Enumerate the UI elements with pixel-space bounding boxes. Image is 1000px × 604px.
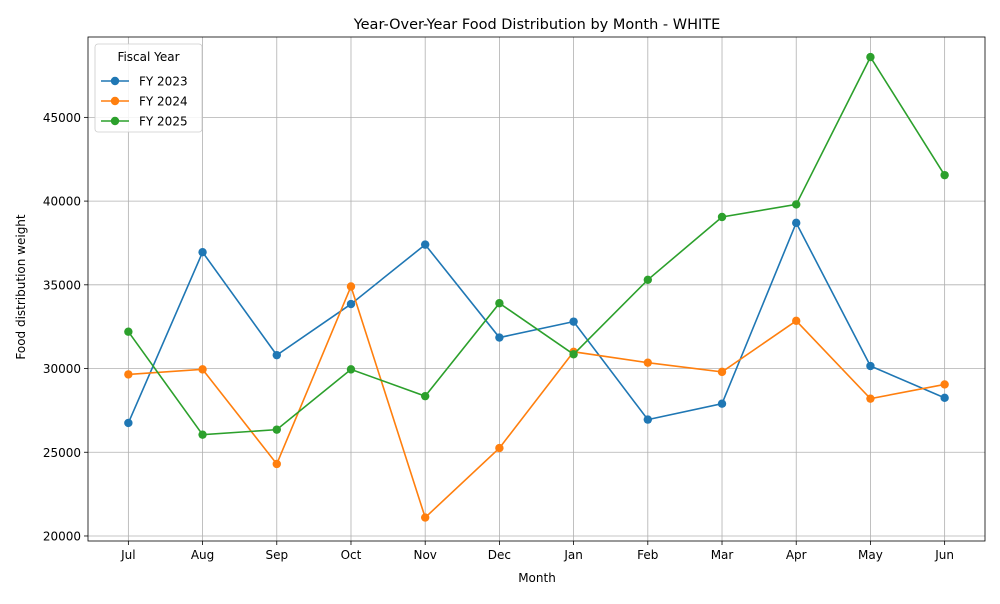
x-tick-label: Jan [563, 548, 583, 562]
x-tick-label: Jun [934, 548, 954, 562]
data-point [495, 443, 504, 453]
x-tick-label: Sep [265, 548, 288, 562]
y-tick-label: 25000 [43, 446, 81, 460]
data-point [272, 459, 281, 469]
y-tick-label: 35000 [43, 278, 81, 292]
data-point [643, 358, 653, 367]
series-line [127, 55, 946, 436]
data-point [717, 212, 727, 222]
data-point [643, 415, 653, 424]
data-point [866, 361, 875, 371]
legend: Fiscal Year FY 2023 FY 2024 FY 2025 [94, 43, 203, 133]
legend-label: FY 2024 [139, 95, 188, 109]
series-fy-2025 [124, 52, 949, 439]
series-line [128, 284, 945, 520]
data-point [346, 282, 356, 291]
data-point [124, 418, 133, 428]
data-point [940, 170, 949, 180]
data-point [940, 380, 949, 389]
data-point [495, 333, 504, 342]
x-tick-label: Oct [341, 548, 362, 562]
legend-marker [110, 76, 120, 86]
y-tick-label: 20000 [43, 529, 81, 543]
data-point [866, 52, 875, 62]
data-point [792, 218, 801, 228]
series-line [127, 220, 945, 424]
data-point [643, 275, 653, 284]
x-tick-label: Mar [711, 548, 734, 562]
data-point [272, 425, 281, 434]
legend-marker [110, 96, 120, 106]
x-tick-label: Aug [191, 548, 214, 562]
series-fy-2024 [124, 282, 949, 522]
data-point [124, 370, 133, 379]
data-point [866, 394, 875, 403]
data-point [792, 316, 801, 326]
x-tick-label: Nov [413, 548, 436, 562]
y-tick-label: 45000 [43, 111, 81, 125]
data-point [495, 299, 504, 308]
data-point [792, 200, 801, 209]
data-point [198, 430, 207, 439]
series-fy-2023 [124, 218, 949, 428]
grid [88, 37, 985, 541]
x-tick-label: May [858, 548, 883, 562]
legend-marker [110, 116, 120, 126]
data-point [420, 240, 430, 249]
data-point [272, 350, 281, 360]
legend-item: FY 2025 [101, 115, 188, 129]
data-point [198, 247, 207, 257]
axes: Jul Aug Sep Oct Nov Dec Jan Feb Mar Apr May Jun 2000… [43, 36, 986, 562]
x-axis-label: Month [518, 571, 556, 585]
y-tick-label: 30000 [43, 362, 81, 376]
data-point [717, 367, 727, 377]
x-tick-label: Apr [786, 548, 807, 562]
series-lines [124, 52, 949, 522]
y-axis-label: Food distribution weight [14, 214, 28, 360]
data-point [717, 399, 727, 408]
data-point [569, 317, 578, 326]
x-tick-label: Feb [637, 548, 658, 562]
x-tick-label: Dec [488, 548, 511, 562]
chart-title: Year-Over-Year Food Distribution by Mont… [353, 17, 721, 33]
data-point [420, 513, 430, 522]
legend-item: FY 2024 [101, 95, 188, 109]
legend-title: Fiscal Year [117, 50, 179, 64]
legend-label: FY 2023 [139, 75, 188, 89]
data-point [198, 365, 207, 374]
data-point [569, 350, 578, 359]
plot-frame [87, 36, 986, 542]
legend-item: FY 2023 [101, 75, 188, 89]
data-point [346, 365, 356, 374]
data-point [124, 327, 133, 336]
legend-label: FY 2025 [139, 115, 188, 129]
data-point [346, 299, 356, 309]
y-tick-label: 40000 [43, 195, 81, 209]
data-point [420, 391, 430, 401]
legend-box [94, 43, 203, 133]
data-point [940, 393, 949, 403]
x-tick-label: Jul [120, 548, 135, 562]
